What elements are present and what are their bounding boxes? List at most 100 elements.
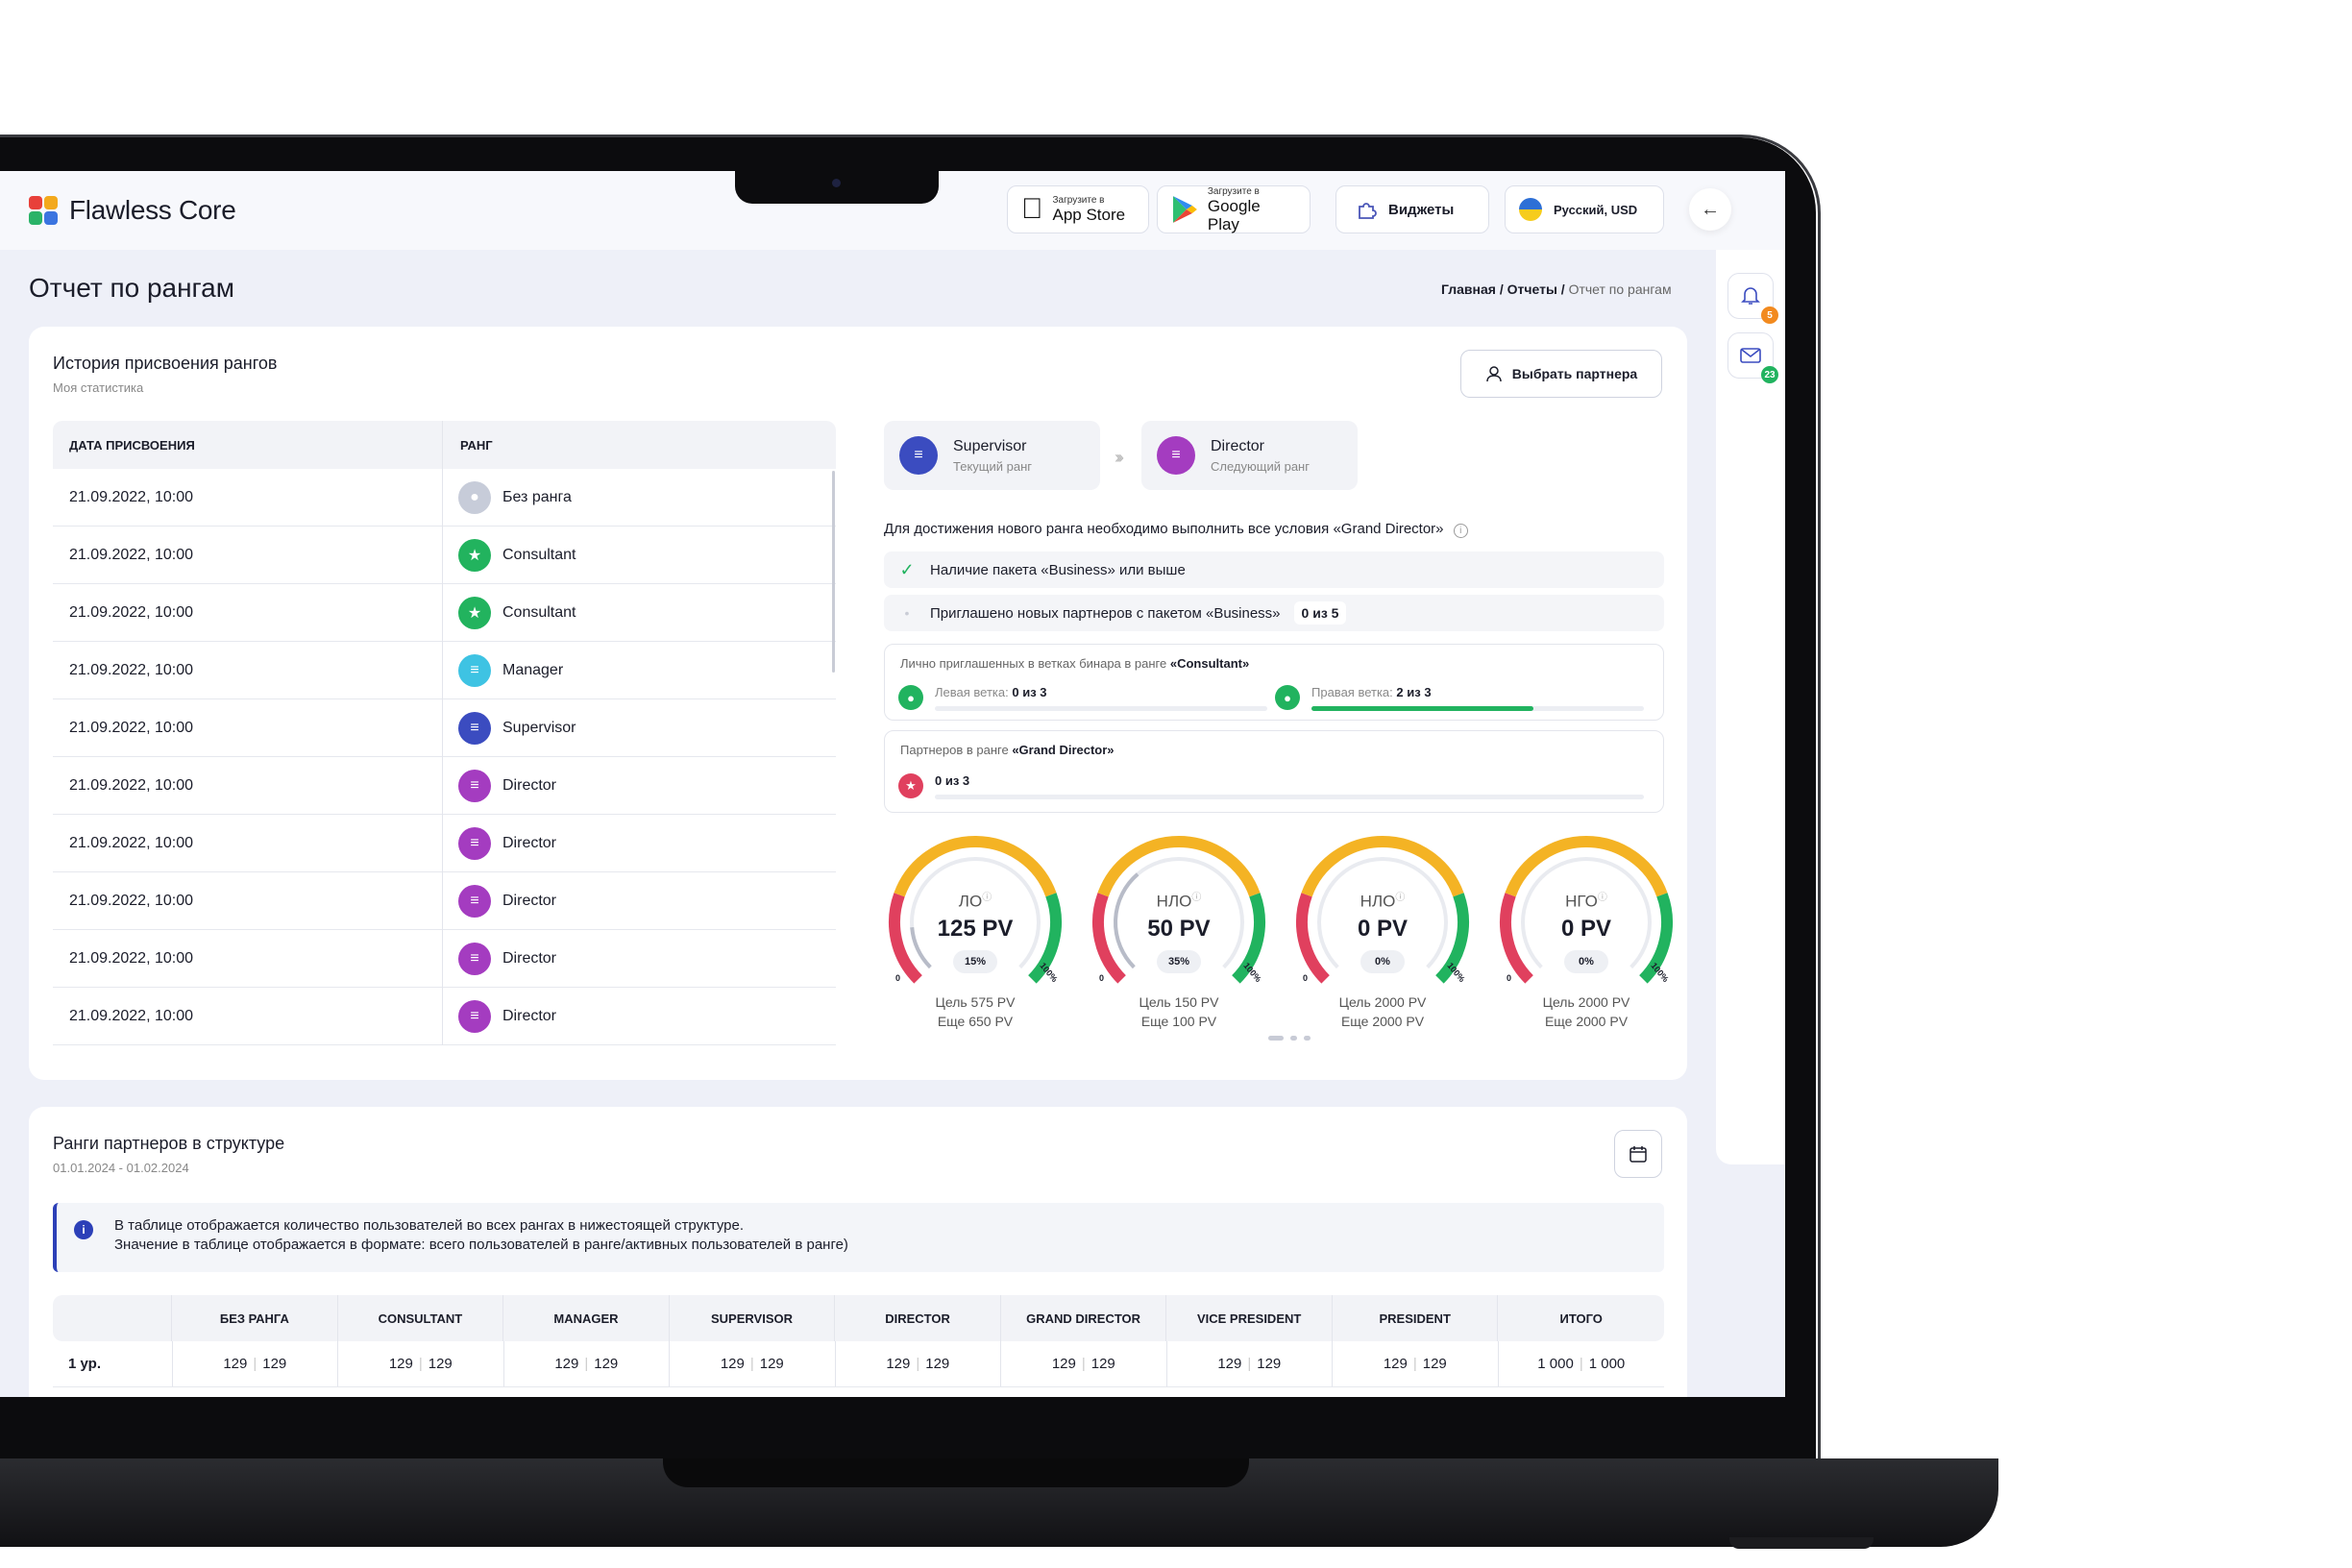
column-date[interactable]: ДАТА ПРИСВОЕНИЯ [53, 421, 443, 469]
carousel-dot-2[interactable] [1290, 1036, 1297, 1041]
total-count: 129 [388, 1356, 413, 1372]
brand-logo[interactable]: Flawless Core [29, 195, 236, 226]
gauge-arc [1500, 836, 1673, 984]
structure-column[interactable]: VICE PRESIDENT [1166, 1295, 1333, 1341]
active-count: 129 [428, 1356, 453, 1372]
google-play-icon [1172, 196, 1197, 223]
row-rank-name: Consultant [502, 546, 576, 563]
right-branch-text: Правая ветка: 2 из 3 [1311, 685, 1432, 699]
gauge-4: НГОⓘ 0 PV 0% 0 100% Цель 2000 PV Еще 2000 PV [1495, 831, 1678, 1052]
carousel-dots[interactable] [1268, 1036, 1311, 1041]
gauge-track [910, 857, 1041, 969]
table-row[interactable]: 21.09.2022, 10:00 ≡ Director [53, 756, 836, 815]
structure-title: Ранги партнеров в структуре [53, 1134, 285, 1153]
gauge-info-icon[interactable]: ⓘ [1191, 893, 1202, 903]
table-row[interactable]: 21.09.2022, 10:00 ≡ Director [53, 871, 836, 930]
gauge-segment-1 [889, 893, 922, 984]
gauge-percent: 15% [953, 950, 997, 973]
table-row[interactable]: 21.09.2022, 10:00 ★ Consultant [53, 526, 836, 584]
table-row[interactable]: 21.09.2022, 10:00 ● Без ранга [53, 468, 836, 527]
table-row[interactable]: 21.09.2022, 10:00 ★ Consultant [53, 583, 836, 642]
carousel-dot-3[interactable] [1304, 1036, 1311, 1041]
table-row[interactable]: 21.09.2022, 10:00 ≡ Supervisor [53, 698, 836, 757]
bell-icon [1741, 287, 1760, 305]
carousel-dot-1[interactable] [1268, 1036, 1284, 1041]
active-count: 1 000 [1588, 1356, 1626, 1372]
gauge-min: 0 [1507, 973, 1512, 983]
star-rank-icon: ★ [898, 773, 923, 798]
director-rank-icon: ≡ [458, 826, 491, 860]
info-circle-icon: i [74, 1220, 93, 1239]
gauge-goal: Цель 150 PV [1139, 994, 1219, 1010]
active-count: 129 [1257, 1356, 1282, 1372]
arrow-left-icon[interactable]: ← [1689, 188, 1731, 231]
pick-partner-button[interactable]: Выбрать партнера [1460, 350, 1662, 398]
notifications-button[interactable]: 5 [1727, 273, 1778, 324]
gauge-segment-1 [1092, 893, 1126, 984]
page-title: Отчет по рангам [29, 273, 234, 303]
cell-separator: | [1247, 1356, 1252, 1372]
structure-table-header: БЕЗ РАНГА CONSULTANT MANAGER SUPERVISOR DIRE… [53, 1295, 1664, 1341]
gauge-segment-1 [1296, 893, 1330, 984]
gauge-info-icon[interactable]: ⓘ [982, 893, 992, 903]
structure-column[interactable] [53, 1295, 173, 1341]
left-branch-text: Левая ветка: 0 из 3 [935, 685, 1047, 699]
structure-column[interactable]: CONSULTANT [338, 1295, 504, 1341]
breadcrumb-home[interactable]: Главная [1441, 282, 1496, 297]
gauge-segment-2 [1505, 836, 1668, 897]
cell-separator: | [1579, 1356, 1583, 1372]
messages-badge: 23 [1761, 366, 1778, 383]
current-rank-name: Supervisor [953, 437, 1027, 454]
info-line-2: Значение в таблице отображается в формат… [114, 1237, 848, 1253]
left-branch-track [935, 706, 1267, 711]
total-count: 129 [1051, 1356, 1076, 1372]
right-rail: 5 23 [1716, 250, 1785, 1164]
structure-ranks-card: Ранги партнеров в структуре 01.01.2024 -… [29, 1107, 1687, 1397]
right-branch-avatar: ● [1275, 685, 1300, 710]
info-icon[interactable]: i [1453, 524, 1468, 538]
binary-branches-box: Лично приглашенных в ветках бинара в ран… [884, 644, 1664, 721]
table-cell: 129 | 129 [1001, 1341, 1167, 1386]
breadcrumb-reports[interactable]: Отчеты [1507, 282, 1557, 297]
table-cell: 129 | 129 [670, 1341, 836, 1386]
column-rank[interactable]: РАНГ [460, 437, 493, 453]
widgets-button[interactable]: Виджеты [1335, 185, 1489, 233]
table-row[interactable]: 21.09.2022, 10:00 ≡ Director [53, 814, 836, 872]
right-branch-value: 2 из 3 [1396, 685, 1432, 699]
conditions-title: Для достижения нового ранга необходимо в… [884, 521, 1468, 538]
pick-partner-label: Выбрать партнера [1511, 366, 1638, 381]
gauge-info-icon[interactable]: ⓘ [1597, 893, 1607, 903]
table-scrollbar[interactable] [832, 471, 835, 673]
google-play-button[interactable]: Загрузите в Google Play [1157, 185, 1311, 233]
brand-name: Flawless Core [69, 195, 236, 225]
messages-button[interactable]: 23 [1727, 332, 1778, 383]
gauge-segment-2 [1097, 836, 1261, 897]
structure-column[interactable]: DIRECTOR [835, 1295, 1001, 1341]
table-cell: 129 | 129 [1333, 1341, 1499, 1386]
widgets-label: Виджеты [1388, 201, 1455, 218]
structure-column[interactable]: GRAND DIRECTOR [1001, 1295, 1167, 1341]
gauge-label: НЛОⓘ [1156, 892, 1202, 911]
app-store-button[interactable]:  Загрузите в App Store [1007, 185, 1149, 233]
table-cell: 129 | 129 [836, 1341, 1002, 1386]
gauge-info-icon[interactable]: ⓘ [1395, 893, 1406, 903]
structure-column[interactable]: SUPERVISOR [670, 1295, 836, 1341]
gauge-progress [1114, 872, 1139, 969]
table-row[interactable]: 21.09.2022, 10:00 ≡ Manager [53, 641, 836, 699]
table-row[interactable]: 21.09.2022, 10:00 ≡ Director [53, 987, 836, 1045]
top-bar: Flawless Core  Загрузите в App Store За… [0, 171, 1785, 250]
structure-column[interactable]: MANAGER [503, 1295, 670, 1341]
row-rank-name: Director [502, 1007, 557, 1024]
check-icon: ✓ [899, 559, 915, 579]
calendar-button[interactable] [1614, 1130, 1662, 1178]
row-date: 21.09.2022, 10:00 [53, 987, 443, 1045]
supervisor-rank-icon: ≡ [899, 436, 938, 475]
table-row[interactable]: 21.09.2022, 10:00 ≡ Director [53, 929, 836, 988]
structure-column[interactable]: ИТОГО [1559, 1311, 1603, 1326]
gauge-track [1521, 857, 1652, 969]
locale-button[interactable]: Русский, USD [1505, 185, 1664, 233]
structure-column[interactable]: БЕЗ РАНГА [172, 1295, 338, 1341]
structure-column[interactable]: PRESIDENT [1333, 1295, 1499, 1341]
row-rank: ● Без ранга [443, 480, 572, 514]
current-rank-box: ≡ Supervisor Текущий ранг [884, 421, 1100, 490]
